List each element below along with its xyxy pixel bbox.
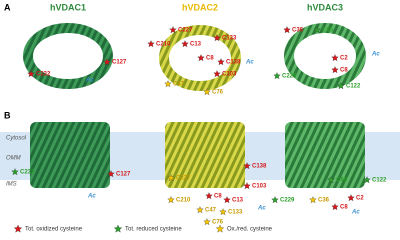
cysteine-label: C2 [340,56,348,62]
cysteine-label: C133 [228,210,243,216]
cysteine-marker [215,224,225,233]
cysteine-marker [113,224,123,233]
cysteine-marker [196,206,204,214]
cysteine-marker [181,40,189,48]
cysteine-label: C103 [222,72,237,78]
cysteine-label: C227 [178,28,193,34]
cysteine-label: C36 [292,28,304,34]
legend-label: Tot. oxidized cysteine [25,227,83,233]
cysteine-marker [219,208,227,216]
cysteine-label: C65 [322,28,334,34]
cysteine-label: C138 [226,60,241,66]
cysteine-marker [363,176,371,184]
cysteine-label: C8 [340,68,348,74]
cysteine-marker [213,34,221,42]
cysteine-marker [331,54,339,62]
cysteine-label: C229 [282,74,297,80]
cysteine-label: C36 [318,198,330,204]
structure-ring [23,23,113,89]
structure-barrel [165,122,245,188]
cysteine-marker [283,26,291,34]
cysteine-marker [167,196,175,204]
region-label: Cytosol [6,136,27,142]
structure-title: hVDAC3 [307,2,343,12]
cysteine-label: C47 [205,208,217,214]
cysteine-label: C8 [206,56,214,62]
cysteine-label: Ac [245,60,254,66]
cysteine-marker [313,26,321,34]
cysteine-label: C122 [372,178,387,184]
cysteine-marker [13,224,23,233]
legend-label: Tot. reduced cysteine [125,227,182,233]
structure-barrel [30,122,110,188]
cysteine-label: C127 [112,60,127,66]
legend-label: Ox./red. cysteine [227,227,273,233]
cysteine-label: C210 [176,198,191,204]
cysteine-marker [107,170,115,178]
panel-letter: B [4,110,11,120]
cysteine-label: C232 [20,170,35,176]
region-label: IMS [6,182,17,188]
cysteine-label: C232 [36,72,51,78]
cysteine-label: C2 [356,196,364,202]
cysteine-marker [213,70,221,78]
cysteine-marker [167,174,175,182]
cysteine-label: C138 [252,164,267,170]
cysteine-marker [205,192,213,200]
cysteine-marker [203,218,211,226]
cysteine-label: C229 [280,198,295,204]
cysteine-marker [11,168,19,176]
cysteine-marker [197,54,205,62]
cysteine-label: C76 [212,90,224,96]
cysteine-label: C133 [222,36,237,42]
cysteine-label: Ac [87,194,96,200]
cysteine-marker [331,203,339,211]
cysteine-label: C127 [116,172,131,178]
cysteine-label: C76 [212,220,224,226]
cysteine-label: C8 [340,205,348,211]
cysteine-label: C13 [190,42,202,48]
structure-barrel [285,122,365,188]
cysteine-marker [169,26,177,34]
cysteine-marker [103,58,111,66]
cysteine-marker [147,40,155,48]
cysteine-label: C103 [252,184,267,190]
cysteine-label: Ac [351,210,360,216]
cysteine-marker [164,80,172,88]
cysteine-marker [27,70,35,78]
cysteine-marker [309,196,317,204]
cysteine-marker [331,66,339,74]
structure-ring [159,25,241,91]
cysteine-label: C8 [214,194,222,200]
cysteine-marker [273,72,281,80]
cysteine-label: C13 [232,198,244,204]
cysteine-marker [243,162,251,170]
cysteine-label: C227 [176,176,191,182]
cysteine-marker [203,88,211,96]
structure-title: hVDAC1 [50,2,86,12]
cysteine-label: C122 [346,84,361,90]
panel-letter: A [4,2,11,12]
cysteine-marker [327,176,335,184]
structure-ring [284,23,366,89]
cysteine-marker [347,194,355,202]
cysteine-label: C47 [173,82,185,88]
structure-title: hVDAC2 [182,2,218,12]
cysteine-marker [337,82,345,90]
cysteine-marker [243,182,251,190]
cysteine-label: Ac [85,78,94,84]
cysteine-label: Ac [371,52,380,58]
cysteine-marker [271,196,279,204]
cysteine-marker [217,58,225,66]
cysteine-label: C210 [156,42,171,48]
region-label: OMM [6,156,21,162]
cysteine-label: Ac [257,206,266,212]
cysteine-marker [223,196,231,204]
cysteine-label: C65 [336,178,348,184]
